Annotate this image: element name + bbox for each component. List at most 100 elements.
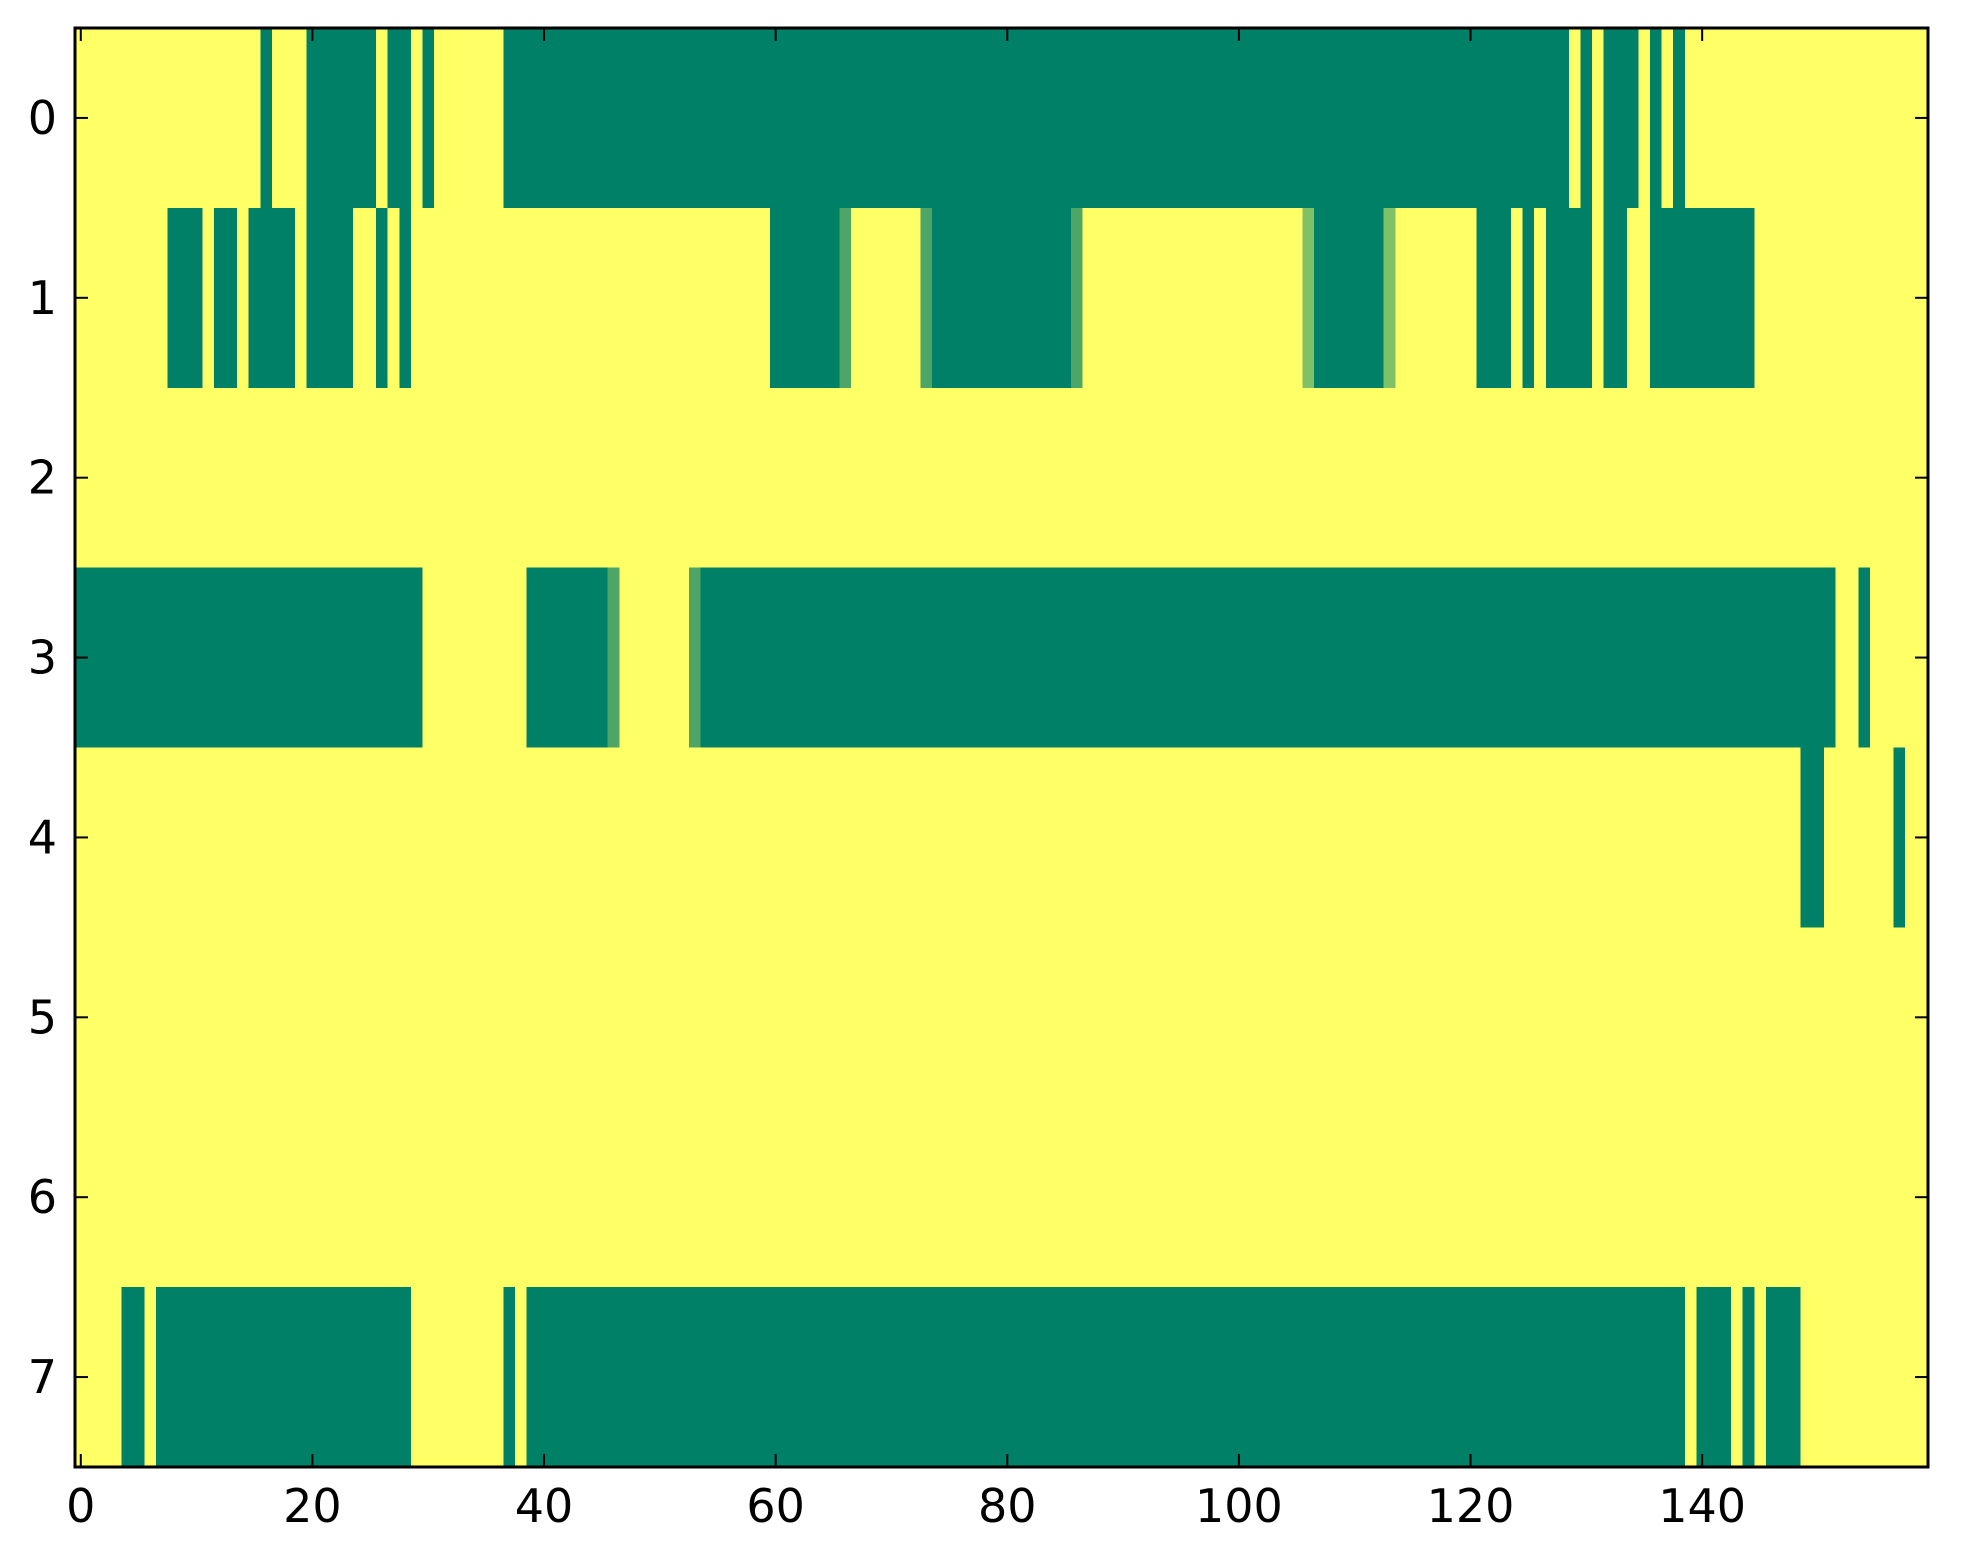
cell xyxy=(1070,927,1084,1108)
cell xyxy=(758,28,771,209)
cell xyxy=(1082,387,1095,569)
cell xyxy=(989,927,1002,1108)
cell xyxy=(1835,207,1848,389)
cell xyxy=(1464,567,1477,748)
cell xyxy=(132,747,145,928)
cell xyxy=(1070,207,1084,389)
cell xyxy=(804,747,817,928)
cell xyxy=(1082,207,1095,389)
cell xyxy=(538,1287,551,1468)
cell xyxy=(1661,747,1674,928)
cell xyxy=(596,207,609,389)
cell xyxy=(1464,207,1477,389)
cell xyxy=(955,747,968,928)
cell xyxy=(955,1107,968,1288)
cell xyxy=(1476,747,1489,928)
cell xyxy=(1348,747,1362,928)
x-tick-label: 120 xyxy=(1427,1479,1515,1533)
cell xyxy=(1858,927,1871,1108)
cell xyxy=(1487,207,1500,389)
cell xyxy=(503,387,516,569)
cell xyxy=(1545,387,1558,569)
cell xyxy=(132,207,145,389)
cell xyxy=(1464,927,1477,1108)
cell xyxy=(1186,1287,1199,1468)
cell xyxy=(248,28,261,209)
cell xyxy=(1360,1107,1373,1288)
cell xyxy=(572,28,586,209)
cell xyxy=(654,207,667,389)
cell xyxy=(1603,387,1616,569)
cell xyxy=(1846,1107,1860,1288)
cell xyxy=(1198,927,1211,1108)
cell xyxy=(283,1287,296,1468)
cell xyxy=(1198,1107,1211,1288)
cell xyxy=(86,28,99,209)
cell xyxy=(1568,567,1582,748)
cell xyxy=(260,387,273,569)
cell xyxy=(1383,207,1396,389)
cell xyxy=(630,567,643,748)
cell xyxy=(445,207,458,389)
cell xyxy=(1001,1287,1014,1468)
cell xyxy=(1152,207,1165,389)
cell xyxy=(1070,1287,1084,1468)
cell xyxy=(897,1107,910,1288)
cell xyxy=(874,1287,887,1468)
cell xyxy=(769,567,782,748)
cell xyxy=(1765,207,1778,389)
cell xyxy=(1499,1287,1512,1468)
cell xyxy=(1765,747,1778,928)
cell xyxy=(132,387,145,569)
cell xyxy=(1267,927,1280,1108)
cell xyxy=(1036,28,1049,209)
cell xyxy=(1372,1107,1385,1288)
cell xyxy=(885,207,898,389)
cell xyxy=(1337,387,1350,569)
cell xyxy=(329,28,342,209)
cell xyxy=(283,1107,296,1288)
cell xyxy=(804,207,817,389)
cell xyxy=(329,387,342,569)
cell xyxy=(1383,387,1396,569)
cell xyxy=(630,207,643,389)
cell xyxy=(190,747,203,928)
cell xyxy=(1719,1107,1732,1288)
cell xyxy=(619,567,632,748)
cell xyxy=(607,387,620,569)
cell xyxy=(1592,567,1605,748)
cell xyxy=(1499,387,1512,569)
cell xyxy=(1024,28,1037,209)
cell xyxy=(642,1287,655,1468)
cell xyxy=(434,567,447,748)
cell xyxy=(1603,1287,1616,1468)
cell xyxy=(908,387,921,569)
cell xyxy=(1684,567,1697,748)
cell xyxy=(1881,747,1894,928)
cell xyxy=(1487,747,1500,928)
cell xyxy=(1209,387,1223,569)
cell xyxy=(399,927,412,1108)
cell xyxy=(1233,28,1246,209)
cell xyxy=(1673,747,1686,928)
cell xyxy=(1476,1107,1489,1288)
cell xyxy=(723,567,736,748)
cell xyxy=(885,747,898,928)
cell xyxy=(1094,567,1107,748)
x-tick-label: 40 xyxy=(515,1479,574,1533)
cell xyxy=(1545,567,1558,748)
cell xyxy=(561,387,574,569)
cell xyxy=(248,207,261,389)
cell xyxy=(955,927,968,1108)
cell xyxy=(341,747,354,928)
cell xyxy=(468,1287,481,1468)
cell xyxy=(1163,1287,1176,1468)
cell xyxy=(399,747,412,928)
cell xyxy=(1487,567,1500,748)
cell xyxy=(1754,387,1767,569)
cell xyxy=(376,747,389,928)
cell xyxy=(1314,1107,1327,1288)
cell xyxy=(989,207,1002,389)
cell xyxy=(1059,28,1072,209)
cell xyxy=(549,567,562,748)
